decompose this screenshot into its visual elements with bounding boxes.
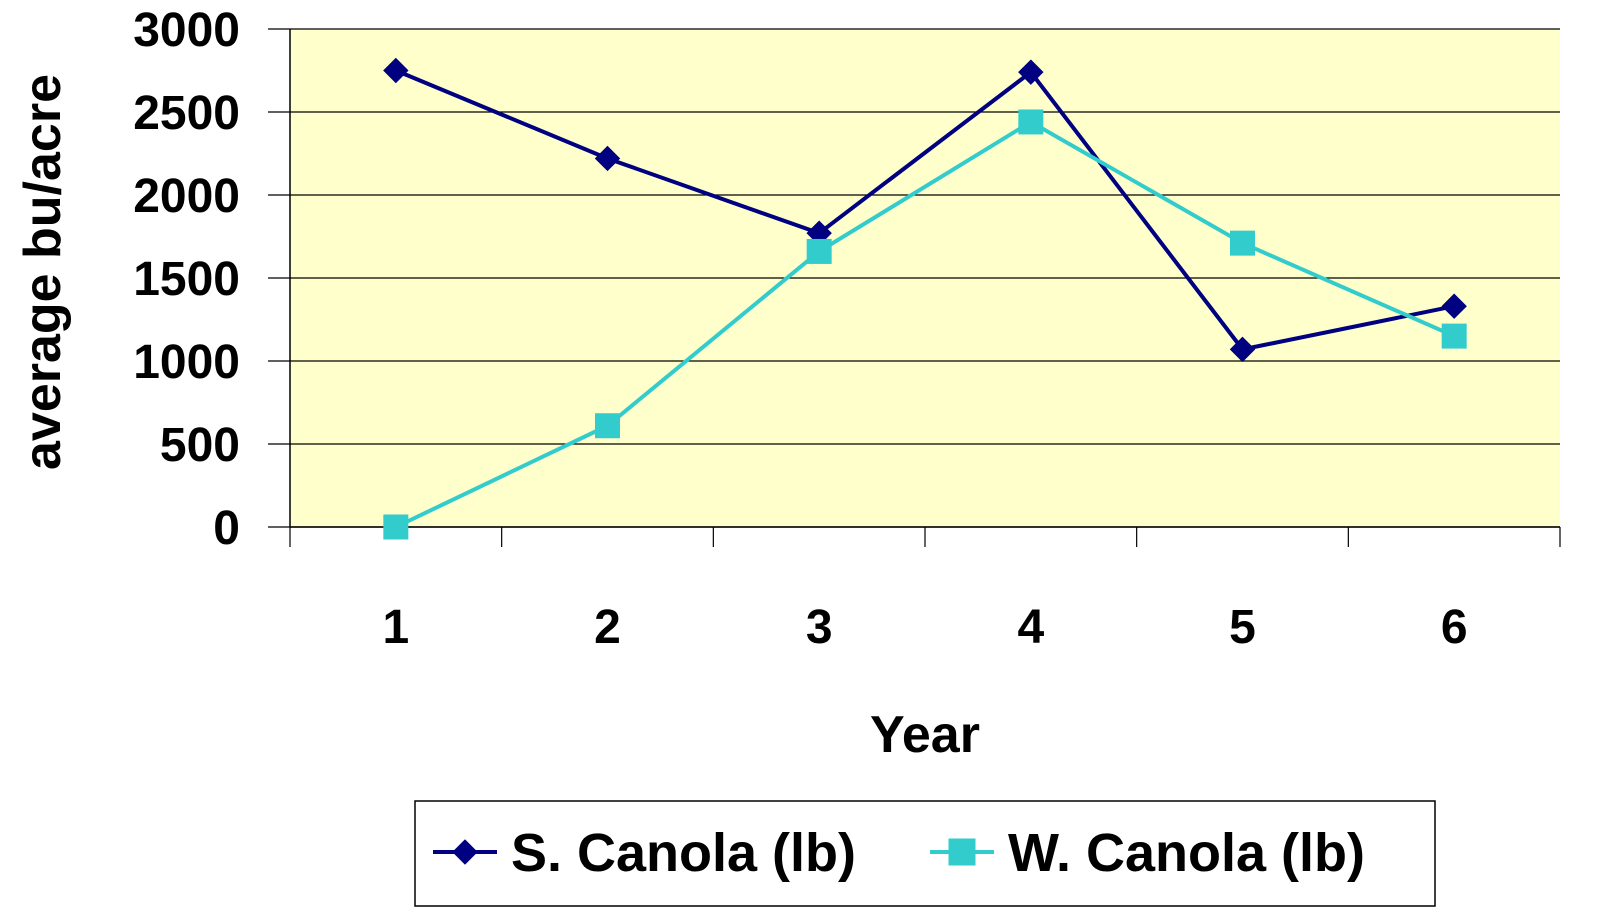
x-tick-label: 5	[1229, 601, 1256, 654]
data-point-diamond	[1229, 336, 1256, 363]
legend-label: S. Canola (lb)	[511, 823, 856, 883]
x-tick-label: 3	[806, 601, 833, 654]
y-axis-ticks: 0 500 1000 1500 2000 2500 3000	[133, 4, 290, 555]
data-point-square	[595, 413, 620, 439]
x-tick-label: 2	[594, 601, 621, 654]
data-point-diamond	[1018, 59, 1044, 85]
series-line	[395, 68, 1455, 352]
x-tick-label: 6	[1441, 601, 1468, 654]
legend: S. Canola (lb) W. Canola (lb)	[414, 800, 1436, 907]
data-point-diamond	[452, 839, 478, 865]
y-tick-label: 500	[160, 419, 240, 472]
legend-box	[414, 800, 1436, 907]
y-tick-label: 1500	[133, 253, 240, 306]
x-axis-ticks: 1 2 3 4 5 6	[289, 527, 1561, 654]
data-point-diamond	[383, 57, 409, 84]
data-point-diamond	[1441, 293, 1467, 319]
series-layer	[383, 57, 1467, 540]
y-tick-label: 0	[213, 502, 240, 555]
legend-items: S. Canola (lb) W. Canola (lb)	[433, 823, 1365, 883]
series-line	[394, 119, 1455, 529]
y-tick-label: 1000	[133, 336, 240, 389]
series-2	[383, 109, 1467, 540]
data-point-square	[948, 838, 976, 866]
data-point-square	[383, 514, 409, 540]
legend-label: W. Canola (lb)	[1008, 823, 1365, 883]
x-tick-label: 4	[1017, 601, 1044, 654]
data-point-square	[1018, 109, 1044, 135]
x-axis-title: Year	[870, 706, 980, 764]
data-point-square	[1441, 323, 1467, 349]
data-point-square	[806, 238, 832, 264]
y-tick-label: 2000	[133, 170, 240, 223]
data-point-diamond	[594, 145, 621, 172]
y-tick-label: 3000	[133, 4, 240, 57]
x-tick-label: 1	[382, 601, 409, 654]
y-axis-title: average bu/acre	[14, 74, 72, 470]
y-tick-label: 2500	[133, 87, 240, 140]
data-point-square	[1230, 230, 1255, 256]
